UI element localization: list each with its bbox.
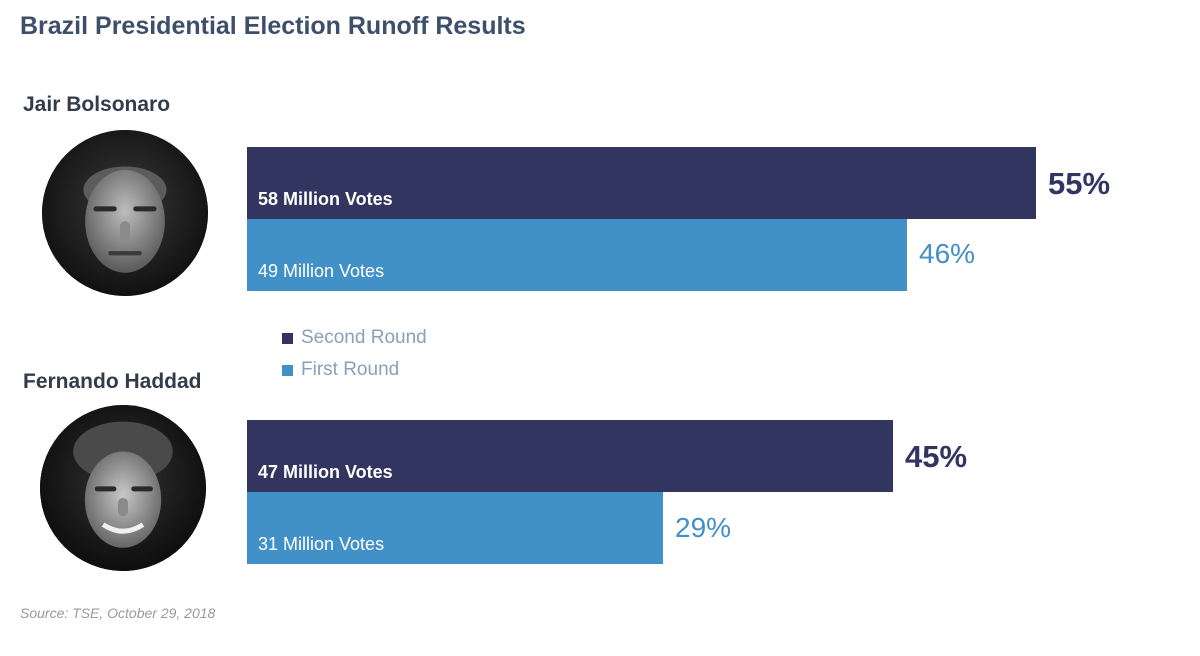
legend-item-first-round: First Round	[282, 354, 427, 386]
bar-label-bolsonaro-first-round: 49 Million Votes	[258, 261, 385, 281]
haddad-portrait-icon	[40, 405, 206, 571]
pct-label-bolsonaro-first-round: 46%	[919, 238, 976, 269]
pct-label-haddad-first-round: 29%	[675, 512, 732, 543]
legend-label-first-round: First Round	[301, 359, 400, 380]
pct-label-bolsonaro-second-round: 55%	[1048, 166, 1111, 201]
bar-bolsonaro-second-round: 58 Million Votes	[247, 147, 1036, 219]
candidate-name-bolsonaro: Jair Bolsonaro	[23, 93, 171, 116]
legend-label-second-round: Second Round	[301, 327, 427, 348]
bar-haddad-first-round: 31 Million Votes	[247, 492, 663, 564]
bar-label-haddad-first-round: 31 Million Votes	[258, 534, 385, 554]
chart-legend: Second Round First Round	[282, 322, 427, 386]
bolsonaro-portrait-icon	[42, 130, 208, 296]
bar-bolsonaro-first-round: 49 Million Votes	[247, 219, 907, 291]
legend-swatch-first-round	[282, 364, 293, 376]
chart-title: Brazil Presidential Election Runoff Resu…	[20, 12, 526, 40]
bar-label-haddad-second-round: 47 Million Votes	[258, 462, 393, 482]
legend-item-second-round: Second Round	[282, 322, 427, 354]
bar-label-bolsonaro-second-round: 58 Million Votes	[258, 189, 393, 209]
legend-swatch-second-round	[282, 332, 293, 344]
pct-label-haddad-second-round: 45%	[905, 439, 968, 474]
bar-haddad-second-round: 47 Million Votes	[247, 420, 893, 492]
source-note: Source: TSE, October 29, 2018	[20, 605, 216, 621]
candidate-name-haddad: Fernando Haddad	[23, 370, 202, 393]
